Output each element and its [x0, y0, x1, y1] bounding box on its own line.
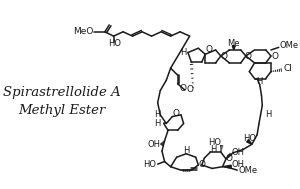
- Text: HO: HO: [208, 138, 221, 147]
- Text: Me: Me: [227, 39, 240, 48]
- Text: H: H: [265, 110, 271, 119]
- Text: OH: OH: [231, 147, 244, 156]
- Text: H: H: [183, 146, 189, 155]
- Text: HO: HO: [143, 160, 156, 169]
- Text: MeO: MeO: [73, 27, 94, 36]
- Text: Cl: Cl: [283, 64, 292, 74]
- Text: Spirastrellolide A
Methyl Ester: Spirastrellolide A Methyl Ester: [3, 86, 121, 117]
- Text: O: O: [272, 52, 279, 60]
- Text: H: H: [256, 77, 263, 86]
- Text: O: O: [172, 109, 179, 118]
- Text: H: H: [210, 145, 216, 154]
- Text: O: O: [186, 85, 193, 94]
- Polygon shape: [223, 165, 231, 168]
- Text: OMe: OMe: [280, 41, 299, 50]
- Text: O: O: [221, 52, 228, 60]
- Text: H: H: [154, 119, 160, 128]
- Text: O: O: [198, 160, 205, 170]
- Text: OH: OH: [231, 160, 244, 169]
- Text: H: H: [154, 110, 160, 119]
- Polygon shape: [232, 46, 235, 50]
- Text: O: O: [179, 84, 186, 92]
- Text: OH: OH: [147, 140, 160, 149]
- Polygon shape: [247, 140, 252, 144]
- Text: O: O: [205, 46, 212, 54]
- Text: H: H: [180, 48, 186, 57]
- Text: OMe: OMe: [238, 166, 257, 175]
- Text: HO: HO: [108, 39, 121, 48]
- Text: HO: HO: [243, 134, 256, 143]
- Text: O: O: [225, 154, 232, 163]
- Text: O: O: [245, 52, 252, 60]
